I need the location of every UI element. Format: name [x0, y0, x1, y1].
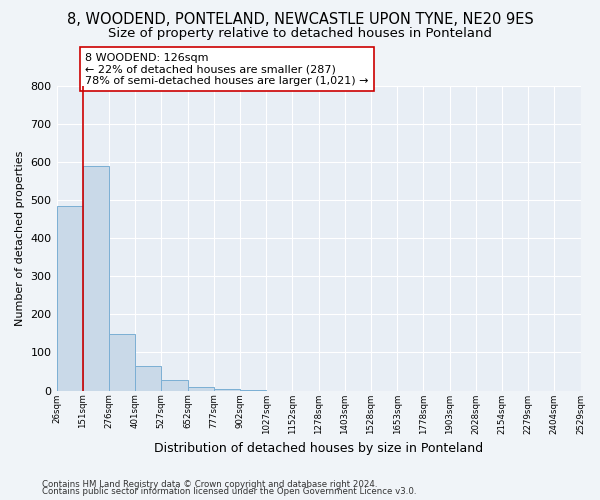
Bar [188, 388, 214, 390]
Bar [109, 334, 135, 390]
Text: 8 WOODEND: 126sqm
← 22% of detached houses are smaller (287)
78% of semi-detache: 8 WOODEND: 126sqm ← 22% of detached hous… [85, 52, 369, 86]
Bar [135, 366, 161, 390]
Bar [214, 388, 240, 390]
X-axis label: Distribution of detached houses by size in Ponteland: Distribution of detached houses by size … [154, 442, 483, 455]
Text: 8, WOODEND, PONTELAND, NEWCASTLE UPON TYNE, NE20 9ES: 8, WOODEND, PONTELAND, NEWCASTLE UPON TY… [67, 12, 533, 28]
Bar [83, 166, 109, 390]
Y-axis label: Number of detached properties: Number of detached properties [15, 150, 25, 326]
Text: Contains HM Land Registry data © Crown copyright and database right 2024.: Contains HM Land Registry data © Crown c… [42, 480, 377, 489]
Bar [161, 380, 188, 390]
Text: Size of property relative to detached houses in Ponteland: Size of property relative to detached ho… [108, 28, 492, 40]
Text: Contains public sector information licensed under the Open Government Licence v3: Contains public sector information licen… [42, 488, 416, 496]
Bar [56, 206, 83, 390]
